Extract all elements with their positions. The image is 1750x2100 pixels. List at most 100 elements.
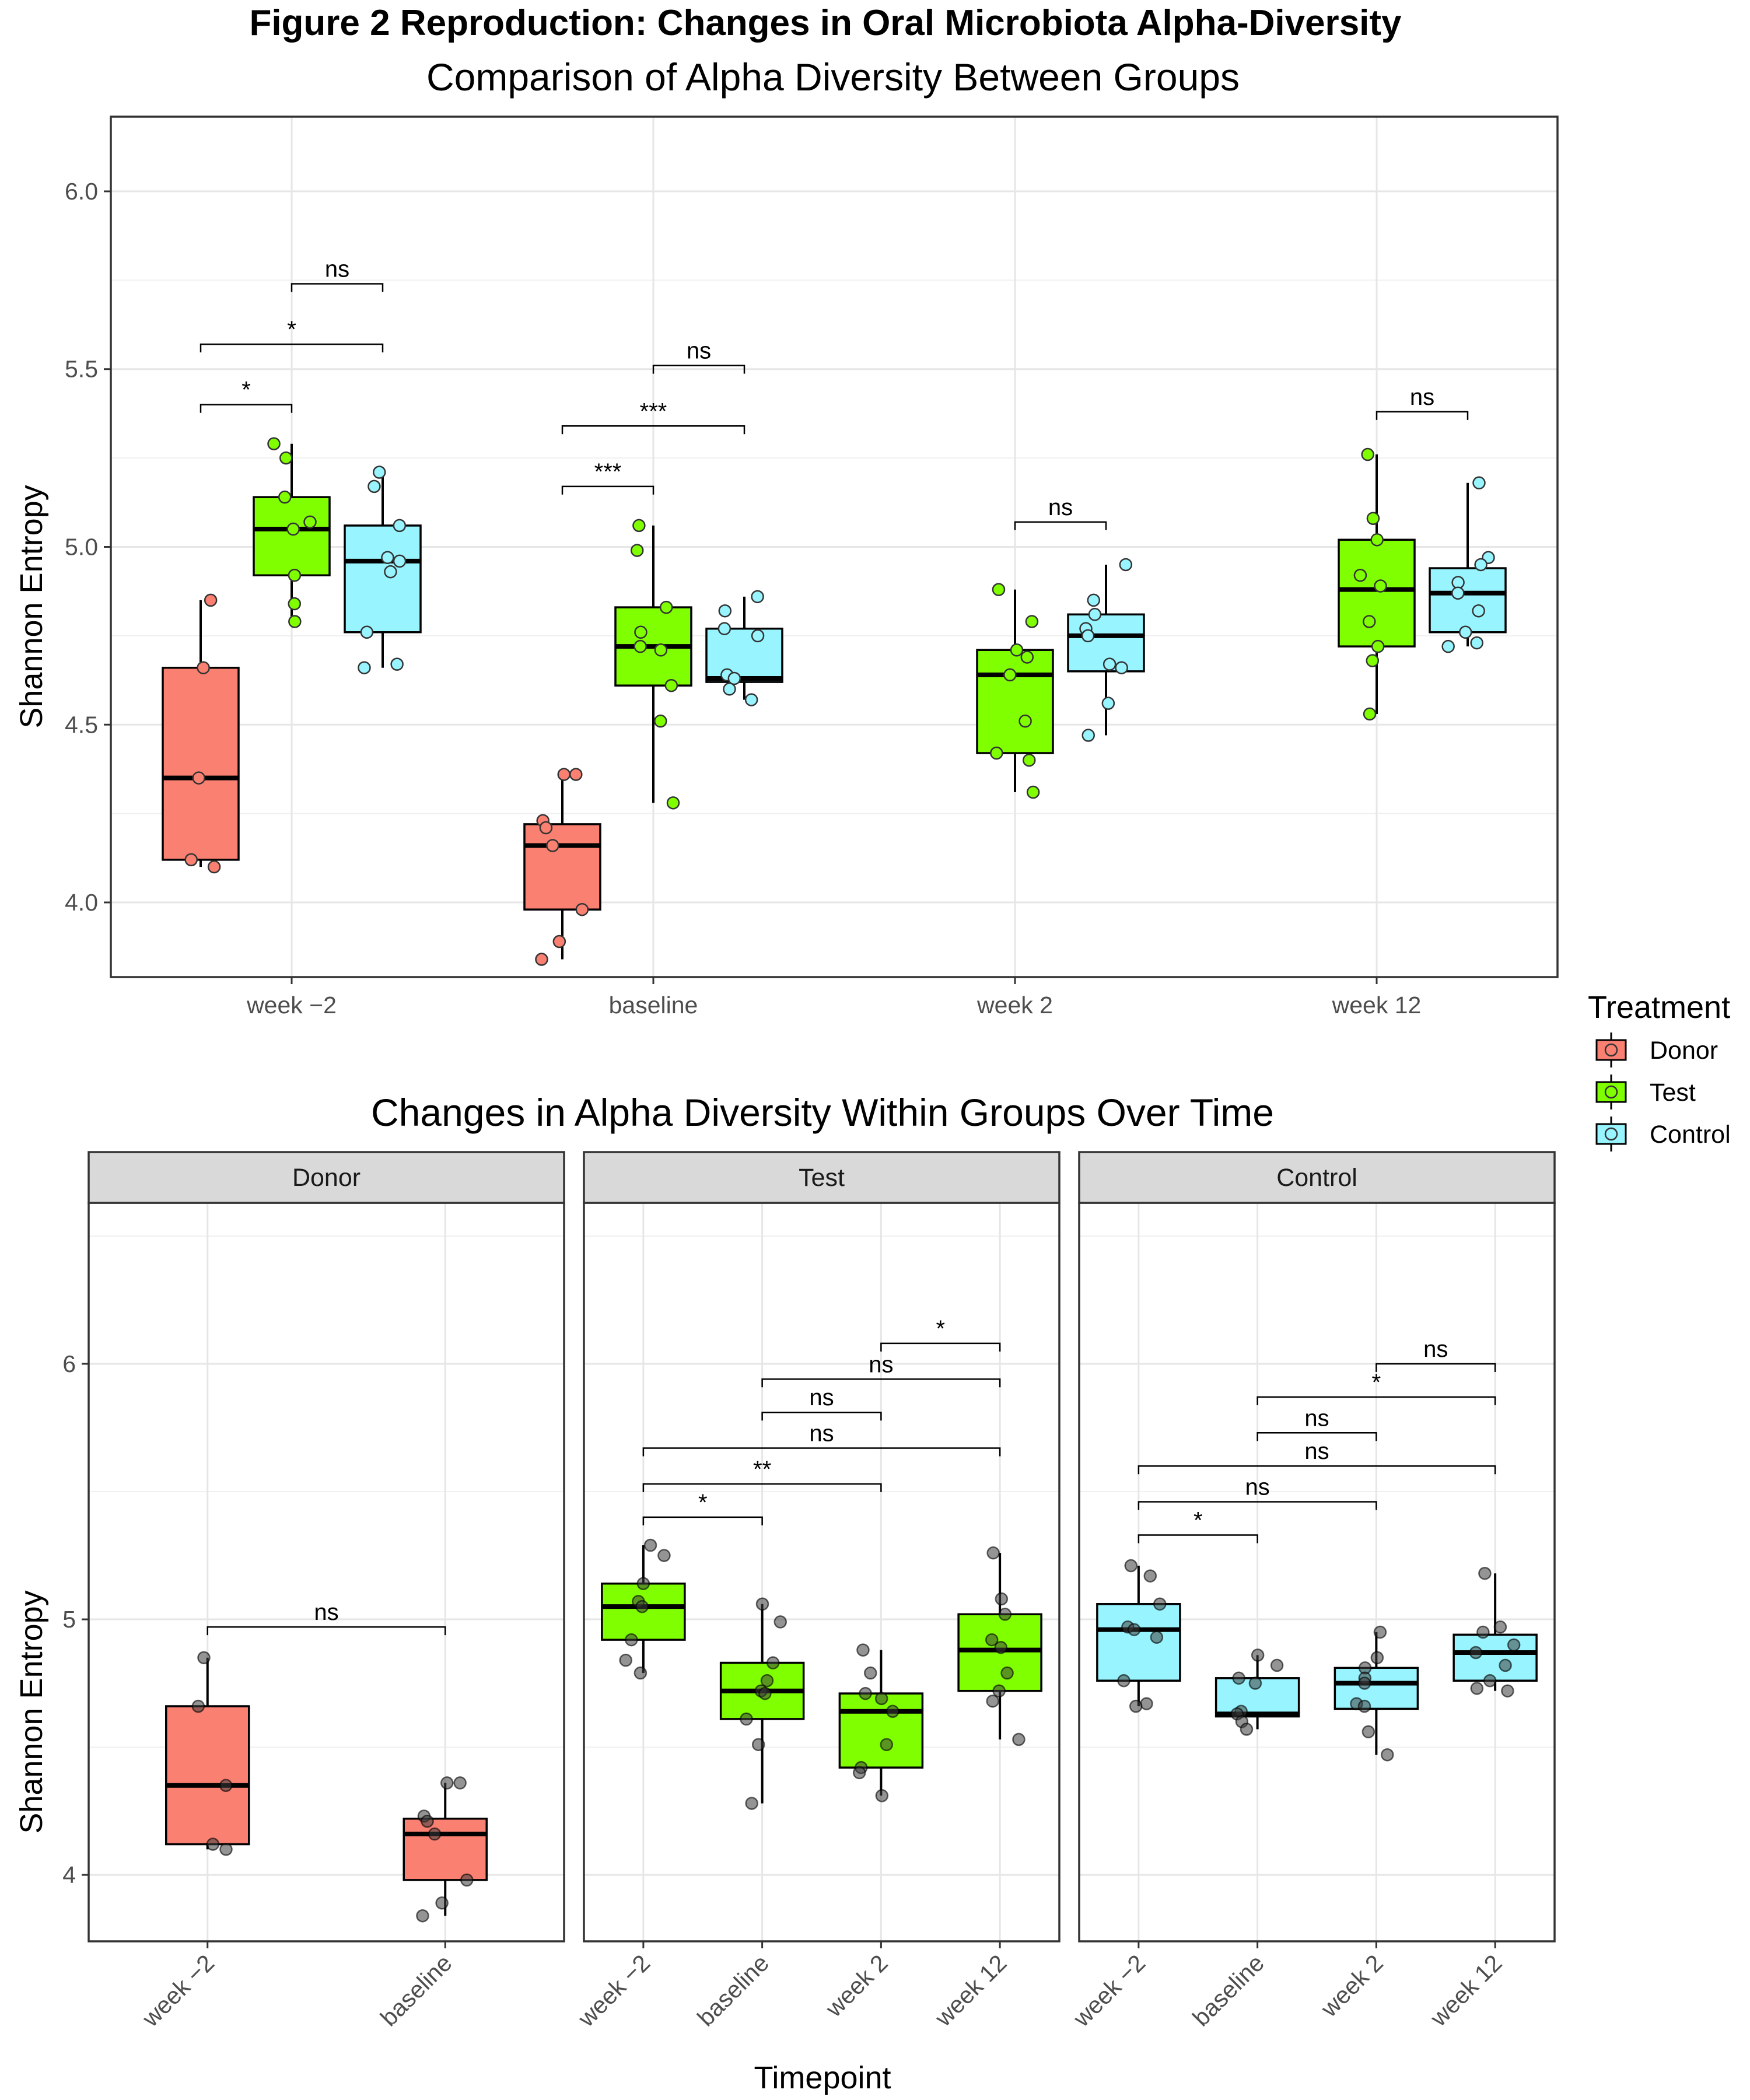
top-box-baseline-control-point [751,590,764,604]
top-box-week-2-control-point [390,657,404,671]
top-box-week-2-test-point [288,615,302,628]
facet-test-plot-area [584,1203,1059,1941]
top-box-week-2-donor-point [204,593,218,607]
top-box-week-2-control-point [1102,657,1116,671]
facet-test-significance-bracket [880,1342,1001,1352]
facet-test-strip-label: Test [799,1164,845,1192]
bottom-y-axis-title: Shannon Entropy [14,1590,49,1833]
top-box-baseline-test-point [654,643,668,657]
facet-control-box-week-2-point [1373,1625,1387,1639]
bottom-y-tick-label: 6 [62,1350,76,1377]
top-box-week-12-control-point [1474,558,1488,572]
facet-control-box-week-2-point [1117,1674,1130,1688]
top-box-baseline-test-point [654,714,667,728]
top-box-week-12-test-point [1371,639,1385,653]
top-box-week-12-test-box [1338,538,1416,648]
facet-donor-box-baseline-point [435,1896,449,1910]
top-box-week-12-test-point [1374,579,1387,593]
top-y-axis-title: Shannon Entropy [14,485,49,728]
facet-test-box-week-2-box [838,1692,924,1769]
facet-control-box-week-12-point [1478,1566,1492,1580]
facet-control-box-week-2-point [1143,1569,1157,1583]
facet-test-significance-label: ns [809,1421,834,1447]
facet-test-box-week-12-point [985,1633,999,1647]
top-chart-panel: * * ns *** *** ns ns ns 4.0 4.5 5.0 5.5 6.0 week −2 ba… [65,116,1559,1019]
facet-control-box-week-2-point [1140,1697,1153,1710]
facet-control-significance-label: * [1372,1370,1381,1395]
top-significance-week-2-bracket [200,404,293,413]
top-box-week-2-donor-point [207,860,221,874]
top-significance-week-2-label: ns [325,256,349,282]
top-significance-baseline-bracket [652,365,746,374]
facet-donor-box-baseline-point [416,1909,429,1923]
facet-test-box-week-2-point [636,1577,650,1590]
facet-donor-significance-bracket [206,1626,446,1636]
top-box-baseline-test-point [634,625,648,639]
facet-control-box-week-12-box [1452,1633,1538,1682]
facet-donor-strip-label: Donor [292,1164,360,1192]
facet-test-box-week-12-point [992,1684,1006,1698]
top-box-week-2-control-point [1087,593,1101,607]
top-box-baseline-control-box [705,627,783,683]
top-chart-title: Comparison of Alpha Diversity Between Gr… [426,55,1240,99]
top-box-week-2-test-point [1022,753,1036,767]
facet-control-box-week-2-point [1124,1559,1138,1573]
facet-test-box-week-12-point [1012,1732,1026,1746]
facet-test-box-week-2-point [874,1692,888,1706]
facet-control-box-week-12-point [1507,1638,1521,1652]
top-box-week-12-control-box [1429,567,1507,634]
top-x-tick-label: baseline [609,992,698,1019]
facet-test-box-week-2-point [863,1666,877,1680]
top-box-week-2-test-box [976,649,1054,754]
facet-test-box-week-2-point [852,1766,866,1780]
facet-control-plot-area [1079,1203,1555,1941]
top-box-baseline-control-point [751,629,765,643]
facet-control-box-week-2-box [1096,1603,1181,1682]
top-x-tick-label: week 12 [1332,992,1422,1019]
top-y-tick-label: 6.0 [65,178,98,205]
top-box-week-12-test-point [1370,533,1384,547]
top-y-tick-label: 4.0 [65,889,98,916]
top-box-week-2-test-point [1003,668,1017,682]
bottom-y-tick-label: 4 [62,1861,76,1888]
top-significance-week-2-bracket [290,283,384,292]
facet-test-box-week-2-point [856,1643,870,1657]
legend: Donor Test Control [1595,1032,1731,1152]
top-box-week-12-test-point [1361,447,1374,461]
facet-test-box-week-2-point [880,1738,894,1751]
facet-control-box-week-2-point [1357,1699,1371,1713]
top-box-week-2-control-point [368,480,381,494]
facet-test-box-week-12-point [998,1608,1012,1621]
facet-test-box-week-2-point [619,1653,632,1667]
facet-control-box-week-2-point [1370,1651,1384,1665]
top-significance-baseline-bracket [561,485,654,495]
facet-test-box-baseline-point [766,1656,780,1670]
top-box-week-2-test-point [1026,785,1040,799]
top-box-week-2-control-point [373,466,386,479]
top-box-baseline-test-point [632,519,646,533]
top-box-week-12-test-point [1363,707,1377,721]
facet-control-box-baseline-point [1270,1658,1284,1672]
facet-control-box-week-2-point [1357,1676,1371,1690]
facet-control-box-week-2-point [1128,1623,1141,1636]
facet-control-significance-bracket [1256,1432,1377,1441]
facet-test-box-baseline-point [758,1686,772,1700]
top-box-baseline-control-point [718,604,732,618]
top-box-week-12-test-point [1363,615,1376,628]
facet-donor-box-baseline-point [421,1814,434,1828]
top-box-baseline-test-point [664,678,678,692]
top-box-week-2-test-box [253,496,331,577]
top-box-baseline-test-point [630,544,644,557]
top-box-week-2-test-point [278,490,292,504]
facet-donor-box-baseline-point [428,1827,442,1841]
facet-donor-box-week-2-box [165,1705,250,1846]
bottom-y-tick-label: 5 [62,1606,76,1633]
facet-test-box-baseline-point [745,1797,758,1810]
top-box-baseline-donor-point [569,768,583,781]
top-significance-week-2-bracket [200,343,384,353]
facet-test-box-week-12-point [986,1694,999,1708]
facet-test-significance-label: * [936,1316,945,1342]
facet-donor-box-week-2-point [219,1779,233,1793]
